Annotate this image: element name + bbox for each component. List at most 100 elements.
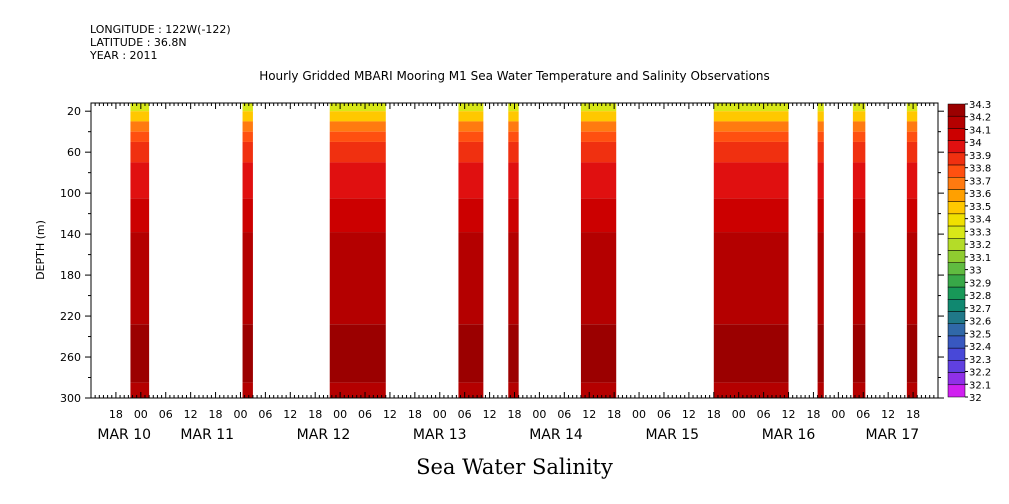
salinity-cell [130, 232, 150, 325]
colorbar-label: 32.4 [969, 342, 991, 353]
x-tick-label: 00 [433, 408, 447, 421]
salinity-cell [329, 103, 386, 112]
colorbar-label: 33.9 [969, 151, 991, 162]
colorbar-swatch [947, 152, 966, 166]
colorbar-label: 33.4 [969, 215, 991, 226]
salinity-cell [817, 324, 824, 383]
salinity-cell [242, 111, 253, 122]
x-tick-label: 06 [757, 408, 771, 421]
year-label: YEAR : 2011 [90, 49, 158, 62]
colorbar-label: 32.7 [969, 304, 991, 315]
x-tick-label: 00 [233, 408, 247, 421]
colorbar-swatch [947, 299, 966, 312]
x-tick-label: 00 [333, 408, 347, 421]
data-segments [130, 103, 918, 398]
colorbar-swatch [947, 213, 966, 227]
colorbar-swatch [947, 384, 966, 398]
salinity-cell [580, 131, 617, 142]
salinity-cell [329, 382, 386, 398]
salinity-cell [130, 111, 150, 122]
x-tick-label: 12 [383, 408, 397, 421]
colorbar-label: 34.3 [969, 100, 991, 111]
colorbar-swatch [947, 164, 966, 178]
colorbar-label: 32.1 [969, 380, 991, 391]
salinity-cell [906, 324, 918, 383]
salinity-cell [852, 141, 866, 163]
colorbar-swatch [947, 347, 966, 361]
salinity-cell [458, 324, 484, 383]
x-tick-label: 06 [159, 408, 173, 421]
x-tick-label: 12 [881, 408, 895, 421]
colorbar-label: 34.2 [969, 113, 991, 124]
salinity-cell [508, 121, 519, 132]
colorbar-label: 32 [969, 393, 982, 404]
salinity-cell [130, 162, 150, 199]
salinity-cell [242, 324, 253, 383]
salinity-cell [329, 141, 386, 163]
colorbar-label: 32.8 [969, 291, 991, 302]
salinity-cell [713, 162, 789, 199]
colorbar-swatch [947, 140, 966, 154]
salinity-cell [242, 141, 253, 163]
x-tick-label: 18 [109, 408, 123, 421]
salinity-cell [713, 382, 789, 398]
date-label: MAR 11 [180, 427, 234, 443]
y-tick-label: 260 [60, 351, 81, 364]
y-axis-label: DEPTH (m) [34, 220, 47, 280]
salinity-cell [906, 103, 918, 112]
salinity-cell [458, 232, 484, 325]
salinity-cell [580, 121, 617, 132]
colorbar-label: 33.1 [969, 253, 991, 264]
salinity-cell [906, 382, 918, 398]
salinity-cell [906, 232, 918, 325]
colorbar-label: 33 [969, 266, 982, 277]
salinity-cell [242, 103, 253, 112]
salinity-cell [580, 198, 617, 233]
salinity-cell [817, 382, 824, 398]
salinity-cell [852, 232, 866, 325]
colorbar-label: 33.3 [969, 227, 991, 238]
x-tick-label: 18 [508, 408, 522, 421]
date-label: MAR 15 [645, 427, 699, 443]
salinity-cell [713, 111, 789, 122]
salinity-cell [580, 232, 617, 325]
x-tick-label: 18 [209, 408, 223, 421]
x-tick-label: 06 [657, 408, 671, 421]
colorbar-swatch [947, 323, 966, 337]
salinity-cell [458, 121, 484, 132]
salinity-cell [508, 141, 519, 163]
colorbar-label: 32.5 [969, 329, 991, 340]
salinity-cell [580, 103, 617, 112]
x-tick-label: 06 [258, 408, 272, 421]
salinity-cell [817, 131, 824, 142]
salinity-cell [329, 131, 386, 142]
x-tick-label: 18 [408, 408, 422, 421]
salinity-cell [580, 141, 617, 163]
data-segment [242, 103, 253, 398]
variable-label: Sea Water Salinity [416, 455, 613, 479]
salinity-cell [242, 198, 253, 233]
salinity-cell [906, 131, 918, 142]
date-label: MAR 10 [97, 427, 151, 443]
colorbar-label: 33.8 [969, 164, 991, 175]
colorbar-swatch [947, 250, 966, 263]
salinity-cell [329, 111, 386, 122]
salinity-cell [329, 121, 386, 132]
x-tick-label: 18 [607, 408, 621, 421]
latitude-label: LATITUDE : 36.8N [90, 36, 187, 49]
salinity-cell [130, 131, 150, 142]
data-segment [713, 103, 789, 398]
salinity-cell [329, 198, 386, 233]
salinity-cell [580, 324, 617, 383]
salinity-cell [580, 382, 617, 398]
y-tick-label: 20 [67, 105, 81, 118]
data-segment [817, 103, 824, 398]
date-label: MAR 14 [529, 427, 583, 443]
salinity-cell [130, 198, 150, 233]
data-segment [329, 103, 386, 398]
y-tick-label: 100 [60, 187, 81, 200]
x-tick-label: 00 [532, 408, 546, 421]
colorbar-label: 33.5 [969, 202, 991, 213]
colorbar-swatch [947, 115, 966, 129]
